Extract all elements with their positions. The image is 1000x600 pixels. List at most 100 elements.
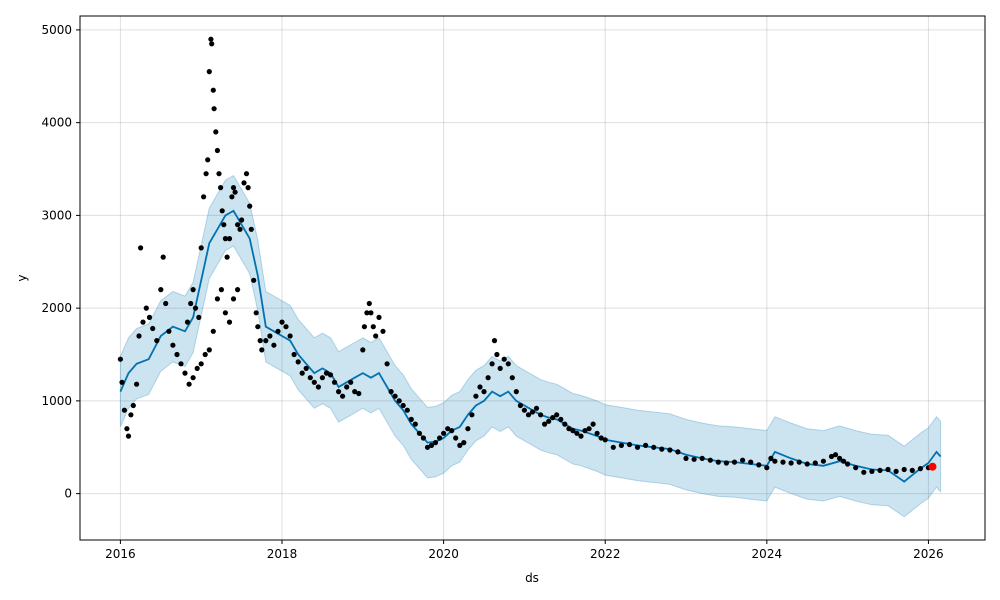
observed-point <box>885 466 891 473</box>
observed-point <box>820 458 827 464</box>
x-tick-label: 2016 <box>105 547 136 561</box>
observed-point <box>214 296 220 302</box>
observed-point <box>192 305 199 311</box>
observed-point <box>124 426 130 432</box>
observed-point <box>253 310 259 316</box>
observed-point <box>255 324 261 330</box>
observed-point <box>214 147 220 154</box>
observed-point <box>370 324 376 330</box>
observed-point <box>219 208 225 214</box>
observed-point <box>538 412 544 418</box>
observed-point <box>166 328 172 334</box>
observed-point <box>206 69 212 75</box>
observed-point <box>485 375 491 381</box>
observed-point <box>331 379 338 385</box>
observed-point <box>194 365 200 371</box>
observed-point <box>222 236 228 242</box>
observed-point <box>336 389 342 395</box>
observed-point <box>237 226 243 232</box>
observed-point <box>376 314 382 320</box>
observed-point <box>432 440 439 446</box>
observed-point <box>146 314 153 320</box>
observed-point <box>226 236 233 242</box>
observed-point <box>740 457 746 463</box>
observed-point <box>796 459 802 465</box>
observed-point <box>140 319 146 325</box>
observed-point <box>271 342 277 348</box>
observed-point <box>643 442 649 448</box>
observed-point <box>384 361 390 367</box>
observed-point <box>558 416 564 422</box>
observed-point <box>517 402 524 409</box>
observed-point <box>494 351 500 358</box>
observed-point <box>361 324 367 330</box>
observed-point <box>251 277 257 283</box>
observed-point <box>287 333 293 339</box>
observed-point <box>263 338 269 344</box>
y-tick-label: 4000 <box>41 116 72 130</box>
observed-point <box>213 129 219 135</box>
observed-point <box>174 351 180 358</box>
y-axis-ticks: 0 1000 2000 3000 4000 5000 <box>41 23 80 501</box>
observed-point <box>158 287 164 293</box>
observed-point <box>170 342 176 348</box>
observed-point <box>210 87 216 93</box>
observed-point <box>216 171 222 177</box>
observed-point <box>182 370 188 376</box>
observed-point <box>893 468 899 474</box>
observed-point <box>291 351 297 358</box>
observed-point <box>634 444 641 450</box>
y-tick-label: 1000 <box>41 394 72 408</box>
observed-point <box>404 407 410 413</box>
observed-point <box>841 458 847 464</box>
observed-point <box>186 381 192 387</box>
observed-point <box>319 375 325 381</box>
observed-point <box>299 370 305 376</box>
observed-point <box>626 441 633 448</box>
observed-point <box>578 433 584 439</box>
observed-point <box>128 412 134 418</box>
observed-point <box>501 356 507 362</box>
observed-point <box>364 310 370 316</box>
observed-point <box>323 370 330 376</box>
y-tick-label: 3000 <box>41 208 72 222</box>
observed-point <box>461 440 467 446</box>
observed-point <box>226 319 233 325</box>
observed-point <box>845 461 851 467</box>
observed-point <box>489 361 495 367</box>
uncertainty-band <box>119 174 942 518</box>
observed-point <box>143 305 149 311</box>
observed-point <box>491 338 498 344</box>
observed-point <box>138 245 144 251</box>
observed-point <box>247 203 253 209</box>
observed-point <box>437 435 443 441</box>
observed-point <box>651 444 657 450</box>
observed-point <box>731 459 738 465</box>
observed-point <box>373 333 379 339</box>
observed-point <box>245 185 251 191</box>
observed-point <box>473 393 479 399</box>
observed-point <box>723 460 730 466</box>
observed-point <box>586 426 592 432</box>
observed-point <box>259 347 265 353</box>
observed-point <box>780 459 786 465</box>
observed-point <box>828 453 835 460</box>
observed-point <box>396 398 402 404</box>
observed-point <box>469 412 475 418</box>
observed-point <box>691 456 697 462</box>
observed-point <box>311 379 317 385</box>
observed-point <box>570 428 576 434</box>
observed-point <box>344 384 350 390</box>
x-tick-label: 2020 <box>428 547 459 561</box>
observed-point <box>202 351 208 358</box>
observed-point <box>134 381 140 387</box>
observed-point <box>441 430 447 436</box>
observed-point <box>230 296 237 302</box>
observed-point <box>184 319 191 325</box>
observed-point <box>218 185 224 191</box>
observed-point <box>243 171 250 177</box>
uncertainty-band-area <box>119 174 942 518</box>
observed-point <box>154 338 160 344</box>
observed-point <box>428 442 435 448</box>
